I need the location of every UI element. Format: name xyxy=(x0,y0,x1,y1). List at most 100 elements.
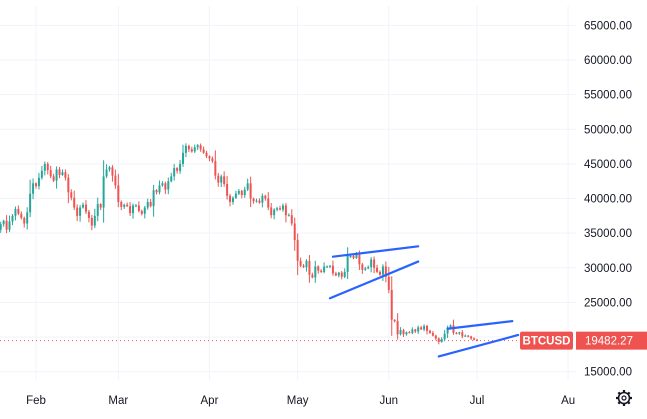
candle xyxy=(329,264,331,269)
candle-body xyxy=(378,271,381,275)
candle-body xyxy=(117,185,120,203)
candle-body xyxy=(164,183,167,190)
candle-body xyxy=(67,177,70,193)
candle xyxy=(55,166,58,189)
candle xyxy=(284,202,287,223)
candle xyxy=(93,208,96,229)
candle xyxy=(361,262,364,274)
candle-body xyxy=(290,215,293,224)
candle xyxy=(264,194,267,201)
candle-body xyxy=(423,325,426,330)
candle-body xyxy=(134,205,137,207)
candle xyxy=(205,150,208,159)
y-tick-label: 25000.00 xyxy=(584,297,632,309)
candle-body xyxy=(196,145,199,148)
candle xyxy=(173,163,176,181)
candle-body xyxy=(26,212,29,224)
candle-body xyxy=(440,339,443,342)
candle xyxy=(214,150,217,180)
candle xyxy=(458,331,461,335)
x-tick-label: Feb xyxy=(26,395,46,407)
candle xyxy=(70,189,73,201)
candle-body xyxy=(161,183,164,186)
candle-body xyxy=(214,161,217,176)
candle xyxy=(152,184,155,217)
candle-body xyxy=(202,149,205,153)
y-tick-label: 35000.00 xyxy=(584,228,632,240)
candle-body xyxy=(358,254,361,265)
last-price-label: 19482.27 xyxy=(585,336,633,348)
candle-body xyxy=(431,332,434,336)
candle xyxy=(231,196,234,205)
candle xyxy=(158,180,161,195)
trendline[interactable] xyxy=(437,333,520,358)
candle xyxy=(184,143,187,158)
candle xyxy=(167,177,170,195)
candle xyxy=(37,172,40,190)
candle xyxy=(40,165,43,180)
candle xyxy=(137,201,140,213)
candle xyxy=(220,174,223,188)
candle xyxy=(252,197,255,204)
candle-body xyxy=(326,266,329,268)
candle-body xyxy=(217,175,220,183)
candle-body xyxy=(84,204,87,212)
candle xyxy=(381,264,384,281)
candle-body xyxy=(140,211,143,214)
candle-body xyxy=(249,183,252,199)
candle-body xyxy=(105,169,108,177)
price-axis[interactable]: 15000.0020000.0025000.0030000.0035000.00… xyxy=(584,20,632,378)
candle xyxy=(96,197,99,222)
trendline[interactable] xyxy=(331,245,420,258)
candle-body xyxy=(437,338,440,342)
gear-icon[interactable] xyxy=(616,390,632,406)
candle xyxy=(434,334,437,341)
candle-body xyxy=(464,335,467,337)
candle xyxy=(8,215,11,233)
candle-body xyxy=(126,204,129,207)
candle-body xyxy=(58,169,61,175)
candle-body xyxy=(299,260,302,266)
candle-body xyxy=(82,204,85,208)
candle-body xyxy=(340,272,343,277)
candle xyxy=(367,265,370,270)
candle xyxy=(217,172,220,187)
candle xyxy=(105,164,108,179)
candle xyxy=(170,172,173,183)
candle xyxy=(323,262,326,274)
candle xyxy=(155,189,158,195)
candle xyxy=(258,198,261,204)
candle-body xyxy=(273,209,276,216)
candle xyxy=(196,144,199,151)
candle xyxy=(296,233,299,276)
candle xyxy=(446,325,449,339)
candle-body xyxy=(267,198,270,208)
candle xyxy=(464,334,467,337)
candle xyxy=(23,216,26,228)
candle-body xyxy=(411,329,414,333)
candle-body xyxy=(399,330,402,335)
candle-body xyxy=(390,289,393,320)
candle-body xyxy=(43,163,46,171)
candle xyxy=(76,204,79,221)
candle-body xyxy=(179,163,182,171)
trendline[interactable] xyxy=(328,260,420,300)
time-axis[interactable]: Feb Mar Apr May Jun Jul Au xyxy=(26,395,575,407)
candle xyxy=(370,257,373,273)
candle-body xyxy=(426,325,429,331)
candle xyxy=(334,271,337,277)
candle-body xyxy=(408,332,411,334)
candle xyxy=(399,327,402,336)
x-tick-label: Apr xyxy=(201,395,219,407)
candle xyxy=(473,337,476,341)
candle-body xyxy=(455,332,458,334)
candle-body xyxy=(270,207,273,216)
candle-body xyxy=(434,335,437,339)
candle-body xyxy=(461,332,464,337)
candle xyxy=(417,325,420,334)
trendline[interactable] xyxy=(446,320,514,330)
candle-body xyxy=(396,321,399,335)
candle xyxy=(387,266,390,294)
